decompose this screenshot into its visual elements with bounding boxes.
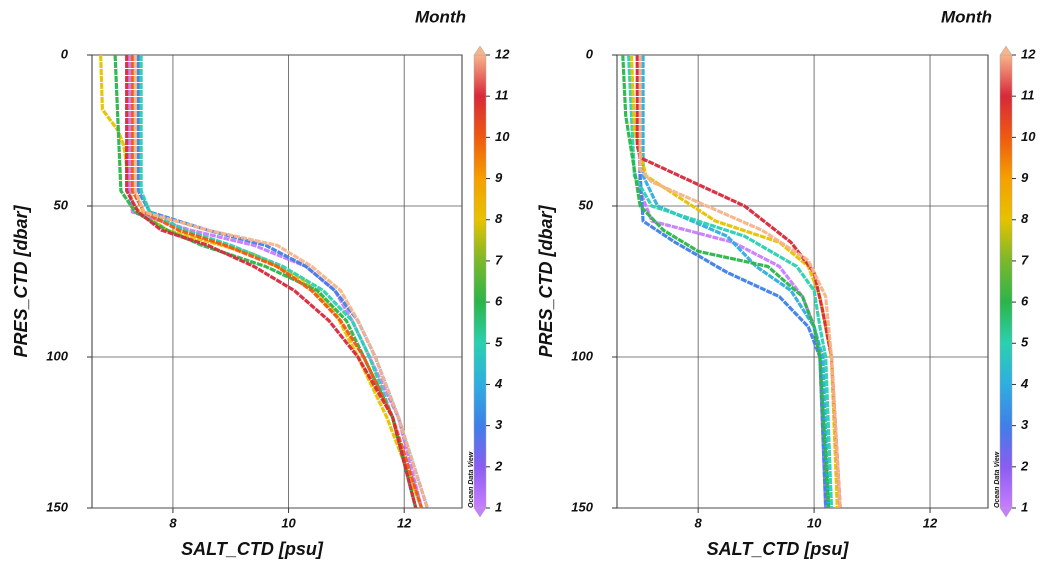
colorbar-tick-label: 8 — [1021, 211, 1029, 226]
profile-line — [139, 55, 418, 509]
colorbar-tick-label: 11 — [1021, 88, 1035, 103]
profile-line — [638, 55, 828, 509]
profile-line — [133, 55, 429, 509]
y-tick-label: 50 — [54, 197, 69, 212]
y-axis-label: PRES_CTD [dbar] — [536, 204, 556, 357]
colorbar-tick-label: 12 — [1021, 46, 1036, 61]
colorbar-tick-label: 8 — [495, 211, 503, 226]
credit: Ocean Data View — [994, 451, 1001, 508]
profile-line — [125, 55, 418, 509]
colorbar-tick-label: 1 — [1021, 499, 1028, 514]
colorbar-tick-label: 11 — [495, 88, 509, 103]
colorbar-cap — [473, 45, 487, 56]
profile-line — [638, 55, 842, 509]
x-axis-label: SALT_CTD [psu] — [181, 539, 324, 559]
y-tick-label: 150 — [46, 499, 68, 514]
x-tick-label: 12 — [923, 515, 938, 530]
colorbar — [473, 54, 487, 509]
colorbar-tick-label: 2 — [1020, 458, 1029, 473]
y-tick-label: 100 — [571, 348, 593, 363]
colorbar-tick-label: 7 — [495, 252, 503, 267]
colorbar-tick-label: 7 — [1021, 252, 1029, 267]
colorbar-tick-label: 5 — [495, 335, 503, 350]
x-tick-label: 12 — [397, 515, 412, 530]
colorbar-tick-label: 5 — [1021, 335, 1029, 350]
y-tick-label: 100 — [46, 348, 68, 363]
x-tick-label: 10 — [807, 515, 822, 530]
colorbar-cap — [999, 507, 1013, 518]
profile-line — [99, 54, 424, 509]
colorbar-tick-label: 1 — [495, 499, 502, 514]
profile-line — [626, 54, 834, 509]
colorbar-tick-label: 3 — [1021, 417, 1029, 432]
x-axis-label: SALT_CTD [psu] — [707, 539, 850, 559]
colorbar-title: Month — [941, 7, 992, 26]
colorbar-title: Month — [415, 7, 466, 26]
profile-line — [641, 55, 831, 509]
colorbar-tick-label: 4 — [1020, 376, 1029, 391]
profile-line — [635, 54, 828, 509]
profile-line — [635, 55, 842, 509]
colorbar-tick-label: 2 — [494, 458, 503, 473]
y-axis-label: PRES_CTD [dbar] — [11, 204, 31, 357]
colorbar — [999, 54, 1013, 509]
profile-line — [621, 54, 831, 509]
colorbar-tick-label: 12 — [495, 46, 510, 61]
colorbar-tick-label: 10 — [495, 129, 510, 144]
y-tick-label: 0 — [61, 46, 69, 61]
colorbar-tick-label: 10 — [1021, 129, 1036, 144]
y-tick-label: 0 — [586, 46, 594, 61]
profile-line — [136, 55, 429, 509]
colorbar-tick-label: 6 — [495, 294, 503, 309]
plot-frame — [616, 54, 989, 509]
colorbar-tick-label: 9 — [1021, 170, 1029, 185]
credit: Ocean Data View — [468, 451, 475, 508]
y-tick-label: 150 — [571, 499, 593, 514]
profile-line — [113, 54, 418, 509]
x-tick-label: 8 — [695, 515, 703, 530]
y-tick-label: 50 — [579, 197, 594, 212]
colorbar-cap — [473, 507, 487, 518]
colorbar-tick-label: 6 — [1021, 294, 1029, 309]
x-tick-label: 10 — [281, 515, 296, 530]
profile-line — [127, 55, 424, 509]
colorbar-tick-label: 3 — [495, 417, 503, 432]
colorbar-cap — [999, 45, 1013, 56]
colorbar-tick-label: 4 — [494, 376, 503, 391]
x-tick-label: 8 — [169, 515, 177, 530]
colorbar-tick-label: 9 — [495, 170, 503, 185]
